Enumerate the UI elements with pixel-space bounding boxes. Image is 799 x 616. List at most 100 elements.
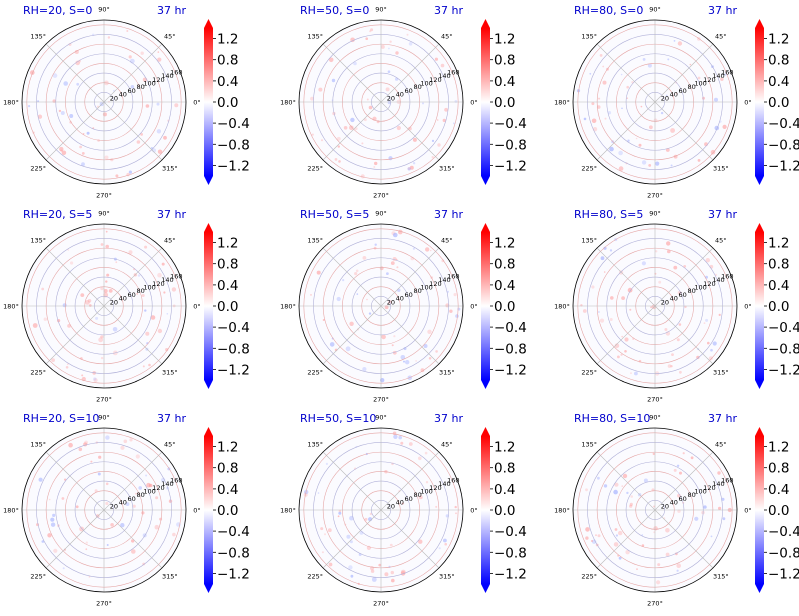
panel-title: RH=20, S=10	[23, 412, 99, 425]
field-speckle	[626, 85, 629, 89]
field-speckle	[324, 533, 326, 536]
radial-tick-label: 160	[447, 69, 459, 77]
field-speckle	[60, 111, 65, 115]
field-speckle	[365, 37, 369, 40]
field-speckle	[128, 170, 132, 174]
angle-tick-label: 135°	[30, 33, 46, 41]
angle-tick-label: 270°	[647, 192, 663, 200]
field-speckle	[78, 447, 83, 452]
colorbar: 1.2 0.8 0.4 0.0 −0.4 −0.8 −1.2	[481, 223, 527, 389]
field-speckle	[670, 365, 673, 368]
field-speckle	[598, 311, 600, 313]
field-speckle	[321, 551, 324, 554]
field-speckle	[370, 569, 375, 573]
field-speckle	[390, 261, 395, 265]
field-speckle	[338, 160, 341, 163]
field-speckle	[81, 374, 84, 377]
angular-gridline	[380, 101, 440, 161]
colorbar-tick-label: 1.2	[768, 32, 789, 48]
field-speckle	[102, 112, 107, 117]
field-speckle	[391, 578, 395, 583]
angular-gridline	[103, 247, 163, 307]
angle-tick-label: 135°	[30, 237, 46, 245]
colorbar-tick-label: −0.8	[494, 545, 527, 561]
colorbar-extend-min	[204, 584, 213, 593]
field-speckle	[599, 54, 603, 57]
radial-tick-label: 80	[414, 491, 422, 499]
field-speckle	[146, 482, 151, 488]
colorbar-tick-label: 0.4	[494, 482, 515, 498]
field-speckle	[676, 563, 681, 568]
panel-title: RH=50, S=10	[300, 412, 376, 425]
angle-tick-label: 225°	[30, 572, 46, 580]
colorbar-tick-label: −1.2	[217, 362, 250, 378]
field-speckle	[634, 371, 638, 376]
field-speckle	[591, 540, 593, 542]
angular-gridline	[596, 43, 656, 103]
colorbar-tick-label: 1.2	[494, 236, 515, 252]
field-speckle	[665, 552, 670, 557]
angle-tick-label: 270°	[647, 396, 663, 404]
field-speckle	[41, 287, 45, 291]
field-speckle	[342, 279, 345, 282]
field-speckle	[720, 77, 724, 81]
field-speckle	[675, 92, 678, 95]
angular-gridline	[596, 509, 656, 569]
field-speckle	[708, 356, 713, 361]
colorbar: 1.2 0.8 0.4 0.0 −0.4 −0.8 −1.2	[204, 223, 250, 389]
field-speckle	[718, 506, 722, 510]
colorbar-tick-label: −0.4	[494, 116, 527, 132]
field-speckle	[63, 548, 66, 551]
polar-frame	[572, 223, 738, 389]
field-speckle	[390, 570, 394, 575]
field-speckle	[673, 265, 678, 270]
angle-tick-label: 315°	[162, 368, 178, 376]
angle-tick-label: 135°	[307, 237, 323, 245]
field-speckle	[144, 309, 147, 312]
field-speckle	[697, 76, 701, 80]
field-speckle	[638, 143, 642, 147]
field-speckle	[353, 61, 357, 66]
angle-tick-label: 45°	[441, 441, 453, 449]
field-speckle	[70, 261, 74, 265]
radial-tick-label: 140	[712, 72, 724, 80]
angle-tick-label: 0°	[470, 507, 477, 515]
field-speckle	[52, 73, 58, 78]
field-speckle	[694, 516, 699, 521]
colorbar-tick-label: 1.2	[768, 440, 789, 456]
radial-tick-label: 100	[694, 488, 706, 496]
field-speckle	[423, 344, 428, 348]
field-speckle	[130, 85, 135, 89]
angle-tick-label: 90°	[98, 414, 110, 422]
field-speckle	[85, 548, 88, 551]
field-speckle	[53, 548, 58, 553]
field-speckle	[156, 129, 162, 134]
radial-tick-label: 140	[438, 72, 450, 80]
polar-panel: 0°45°90°135°180°225°270°315°20 40 60 801001…	[280, 208, 527, 404]
field-speckle	[120, 445, 125, 450]
field-speckle	[28, 105, 31, 108]
field-speckle	[65, 366, 69, 369]
field-speckle	[650, 306, 653, 309]
field-speckle	[429, 249, 432, 252]
field-speckle	[649, 125, 653, 130]
field-speckle	[677, 509, 681, 513]
field-speckle	[59, 146, 64, 152]
field-speckle	[41, 540, 45, 543]
field-speckle	[81, 152, 85, 155]
field-speckle	[97, 472, 101, 476]
colorbar-tick-label: 0.0	[217, 299, 238, 315]
field-speckle	[656, 580, 661, 585]
radial-tick-label: 40	[119, 295, 127, 303]
field-speckle	[95, 316, 99, 320]
field-speckle	[374, 161, 378, 166]
field-speckle	[163, 291, 166, 294]
field-speckle	[454, 100, 458, 103]
field-speckle	[105, 230, 108, 233]
radial-tick-label: 80	[688, 287, 696, 295]
field-speckle	[420, 368, 425, 373]
angular-gridline	[103, 101, 163, 161]
polar-frame	[298, 427, 464, 593]
field-speckle	[435, 505, 438, 508]
